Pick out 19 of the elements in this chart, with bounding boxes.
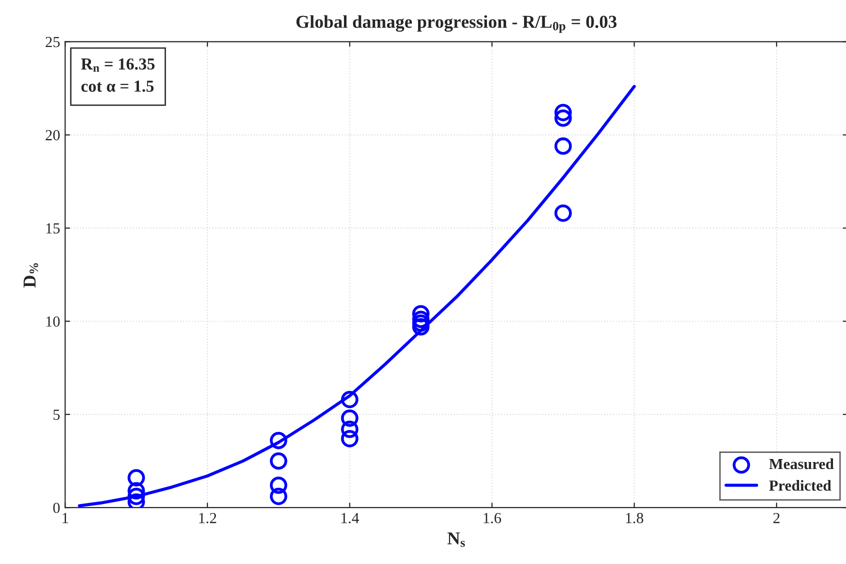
x-tick-label: 1.8 xyxy=(626,512,644,524)
legend-label: Predicted xyxy=(769,480,832,491)
y-tick-label: 0 xyxy=(53,502,60,514)
chart-title: Global damage progression - R/L$_{0p}$ = 0.03 xyxy=(296,15,617,33)
y-tick-label: 25 xyxy=(46,36,60,48)
x-tick-label: 2 xyxy=(773,512,780,524)
x-tick-label: 1.2 xyxy=(199,512,216,524)
y-tick-label: 10 xyxy=(46,316,60,327)
x-tick-label: 1 xyxy=(62,512,68,524)
y-tick-label: 5 xyxy=(54,410,60,420)
x-tick-label: 1.4 xyxy=(342,512,360,524)
legend-label: Measured xyxy=(769,458,834,470)
x-tick-label: 1.6 xyxy=(484,512,502,524)
y-axis-title: D$_{%}$ xyxy=(24,263,38,288)
annotation: R$_{n}$ = 16.35 xyxy=(81,58,155,72)
y-tick-label: 20 xyxy=(46,130,60,140)
y-tick-label: 15 xyxy=(46,223,60,234)
x-axis-title: N$_{s}$ xyxy=(447,532,465,547)
annotation: cot α = 1.5 xyxy=(81,80,154,92)
